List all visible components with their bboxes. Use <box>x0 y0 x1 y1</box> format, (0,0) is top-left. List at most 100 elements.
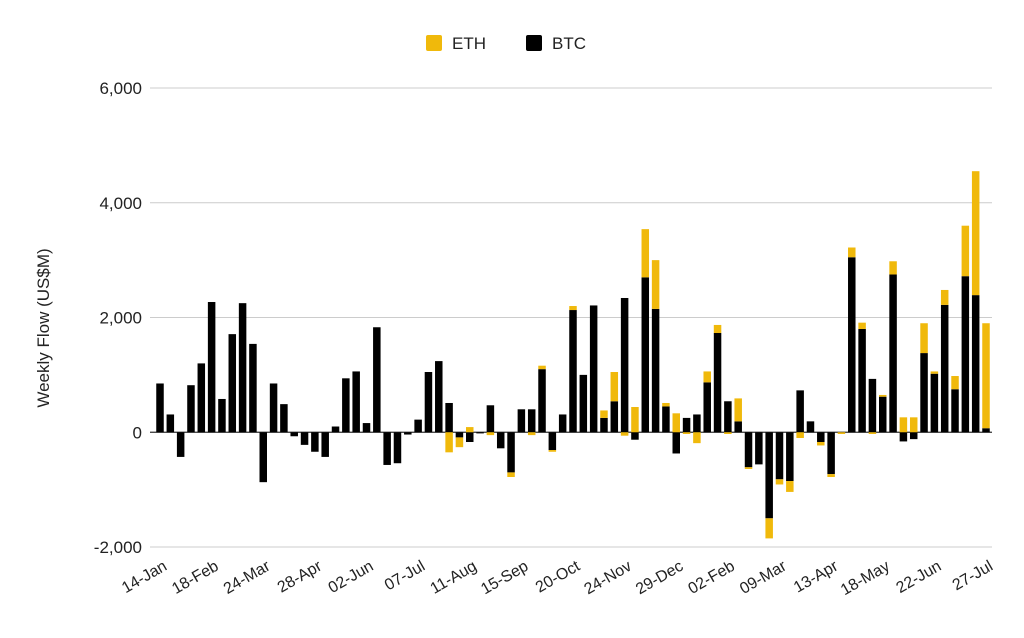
bar-btc <box>806 421 815 433</box>
y-tick-label: -2,000 <box>94 538 142 557</box>
x-tick-label: 14-Jan <box>119 558 170 597</box>
x-tick-label: 24-Nov <box>581 558 634 599</box>
bar-btc <box>858 328 866 433</box>
bar-btc <box>280 404 288 433</box>
bar-eth <box>899 417 908 433</box>
bar-btc <box>331 426 340 433</box>
bar-btc <box>569 310 577 433</box>
bar-btc <box>879 396 887 433</box>
bar-btc <box>404 432 412 435</box>
bar-btc <box>156 383 164 433</box>
x-tick-label: 20-Oct <box>533 557 584 596</box>
bar-eth <box>631 407 639 433</box>
y-tick-label: 0 <box>133 423 142 442</box>
bar-btc <box>744 432 753 468</box>
bar-btc <box>827 432 835 475</box>
legend-swatch-eth <box>426 35 442 51</box>
bar-eth <box>693 432 701 444</box>
bar-btc <box>775 432 784 480</box>
bar-btc <box>496 432 505 449</box>
bar-btc <box>321 432 329 457</box>
bar-eth <box>765 518 773 539</box>
bar-eth <box>971 171 980 296</box>
bar-btc <box>765 432 773 519</box>
bar-eth <box>641 229 650 278</box>
bar-btc <box>373 327 381 433</box>
bar-btc <box>187 385 195 433</box>
bar-eth <box>507 472 515 478</box>
bar-btc <box>961 276 970 433</box>
legend-label-btc: BTC <box>552 34 586 53</box>
bar-btc <box>342 378 350 433</box>
bar-btc <box>414 419 422 433</box>
x-tick-label: 02-Feb <box>685 558 737 598</box>
bar-eth <box>982 323 990 429</box>
bar-btc <box>218 398 226 433</box>
bar-btc <box>445 402 453 433</box>
x-tick-label: 09-Mar <box>737 557 790 597</box>
bar-btc <box>796 390 804 433</box>
bar-eth <box>920 323 928 354</box>
bar-btc <box>631 432 639 440</box>
y-tick-label: 2,000 <box>99 309 142 328</box>
bar-btc <box>734 421 742 433</box>
bar-eth <box>600 410 608 418</box>
bar-eth <box>662 402 670 407</box>
x-tick-label: 18-Feb <box>169 558 221 598</box>
bar-btc <box>610 401 619 433</box>
bar-btc <box>600 417 608 433</box>
bar-eth <box>868 432 877 434</box>
x-tick-label: 15-Sep <box>478 558 531 599</box>
bar-btc <box>620 297 629 433</box>
bar-btc <box>393 432 402 464</box>
y-tick-label: 4,000 <box>99 194 142 213</box>
bar-btc <box>486 405 495 433</box>
bar-eth <box>930 371 939 374</box>
bar-btc <box>300 432 309 445</box>
bar-btc <box>951 389 959 433</box>
x-tick-label: 02-Jun <box>326 558 377 597</box>
bar-btc <box>311 432 319 452</box>
bar-btc <box>507 432 515 473</box>
bar-btc <box>982 428 990 433</box>
bar-btc <box>548 432 557 451</box>
bar-btc <box>435 361 443 433</box>
bar-eth <box>879 394 887 397</box>
x-tick-label: 22-Jun <box>894 558 945 597</box>
y-tick-label: 6,000 <box>99 79 142 98</box>
bar-btc <box>703 382 711 433</box>
bar-eth <box>817 442 825 446</box>
bar-btc <box>558 414 567 433</box>
bar-btc <box>424 372 433 433</box>
bar-btc <box>868 378 877 433</box>
bar-btc <box>476 432 484 434</box>
bar-eth <box>527 432 536 436</box>
bar-btc <box>724 401 732 433</box>
x-tick-label: 24-Mar <box>221 557 274 597</box>
bar-eth <box>466 427 474 433</box>
bar-btc <box>228 334 237 433</box>
bar-eth <box>724 432 732 434</box>
bar-eth <box>445 432 453 453</box>
bar-eth <box>713 324 722 333</box>
bar-eth <box>940 289 949 305</box>
bar-btc <box>909 432 918 440</box>
bar-btc <box>930 373 939 433</box>
bar-eth <box>951 376 959 390</box>
bar-eth <box>548 450 557 452</box>
bar-btc <box>527 409 536 433</box>
bar-btc <box>207 302 216 433</box>
x-tick-label: 07-Jul <box>382 558 428 595</box>
bar-btc <box>249 343 257 433</box>
bar-btc <box>383 432 391 465</box>
x-tick-label: 18-May <box>838 558 893 599</box>
bar-btc <box>672 432 680 454</box>
bar-btc <box>455 432 464 438</box>
bar-btc <box>817 432 825 443</box>
bar-eth <box>827 474 835 478</box>
bar-eth <box>672 413 680 433</box>
bar-eth <box>744 467 753 469</box>
bar-eth <box>569 306 577 311</box>
bar-eth <box>961 225 970 277</box>
bar-eth <box>909 417 918 433</box>
